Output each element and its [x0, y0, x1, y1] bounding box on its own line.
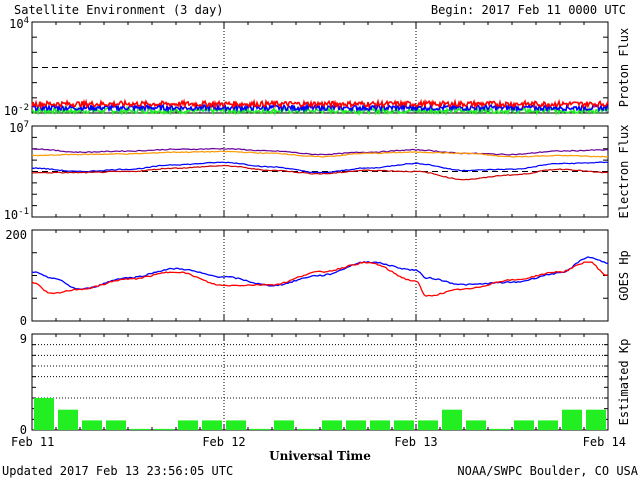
y-axis-label: Proton Flux: [617, 28, 631, 107]
panel-frame: [31, 21, 609, 114]
y-tick-bottom: 0: [20, 423, 27, 437]
y-tick-top: 9: [20, 332, 27, 346]
y-axis-label: Electron Flux: [617, 125, 631, 219]
kp-bar: [82, 420, 102, 430]
y-tick-bottom: 0: [20, 314, 27, 328]
electron-series-orange: [31, 150, 609, 158]
panel-kp: Estimated Kp 9 0: [20, 332, 631, 437]
y-tick-top: 200: [5, 228, 27, 242]
panel-hp: GOES Hp 200 0: [5, 228, 631, 328]
kp-bar: [346, 420, 366, 430]
kp-bar: [466, 420, 486, 430]
kp-bar: [250, 428, 270, 430]
kp-bar: [490, 428, 510, 430]
kp-bar: [226, 420, 246, 430]
y-tick-top: 107: [9, 120, 29, 135]
kp-bar: [274, 420, 294, 430]
kp-bar: [58, 409, 78, 430]
credit-label: NOAA/SWPC Boulder, CO USA: [457, 464, 638, 478]
begin-label: Begin: 2017 Feb 11 0000 UTC: [431, 3, 626, 17]
y-tick-top: 104: [9, 16, 29, 31]
kp-bar: [178, 420, 198, 430]
kp-bar: [418, 420, 438, 430]
x-axis-title: Universal Time: [269, 449, 371, 463]
kp-bar: [538, 420, 558, 430]
electron-series-blue: [31, 161, 609, 174]
y-tick-bottom: 10-2: [4, 103, 29, 118]
electron-series-darkred: [31, 164, 609, 181]
x-tick-feb13: Feb 13: [394, 435, 437, 449]
y-tick-bottom: 10-1: [4, 207, 29, 222]
proton-series-blue: [31, 102, 609, 114]
kp-bar: [130, 428, 150, 430]
updated-label: Updated 2017 Feb 13 23:56:05 UTC: [2, 464, 233, 478]
panel-electron: Electron Flux 107 10-1: [4, 120, 631, 222]
kp-bar: [586, 409, 606, 430]
panel-frame: [31, 333, 609, 431]
proton-series-red: [31, 98, 609, 110]
kp-bar: [154, 428, 174, 430]
panel-proton: Proton Flux 104 10-2: [4, 16, 631, 118]
y-axis-label: GOES Hp: [617, 250, 631, 301]
electron-series-purple: [31, 147, 609, 156]
y-axis-label: Estimated Kp: [617, 339, 631, 426]
x-tick-feb14: Feb 14: [583, 435, 626, 449]
hp-series-blue: [31, 256, 609, 290]
kp-bar: [106, 420, 126, 430]
x-tick-feb12: Feb 12: [202, 435, 245, 449]
kp-bar: [322, 420, 342, 430]
kp-bar: [514, 420, 534, 430]
kp-bar: [442, 409, 462, 430]
kp-bar: [298, 428, 318, 430]
chart-title: Satellite Environment (3 day): [14, 3, 224, 17]
kp-bar: [562, 409, 582, 430]
kp-bar: [394, 420, 414, 430]
x-tick-feb11: Feb 11: [11, 435, 54, 449]
kp-bar: [34, 398, 54, 430]
hp-series-red: [31, 261, 609, 297]
kp-bar: [370, 420, 390, 430]
kp-bar: [202, 420, 222, 430]
